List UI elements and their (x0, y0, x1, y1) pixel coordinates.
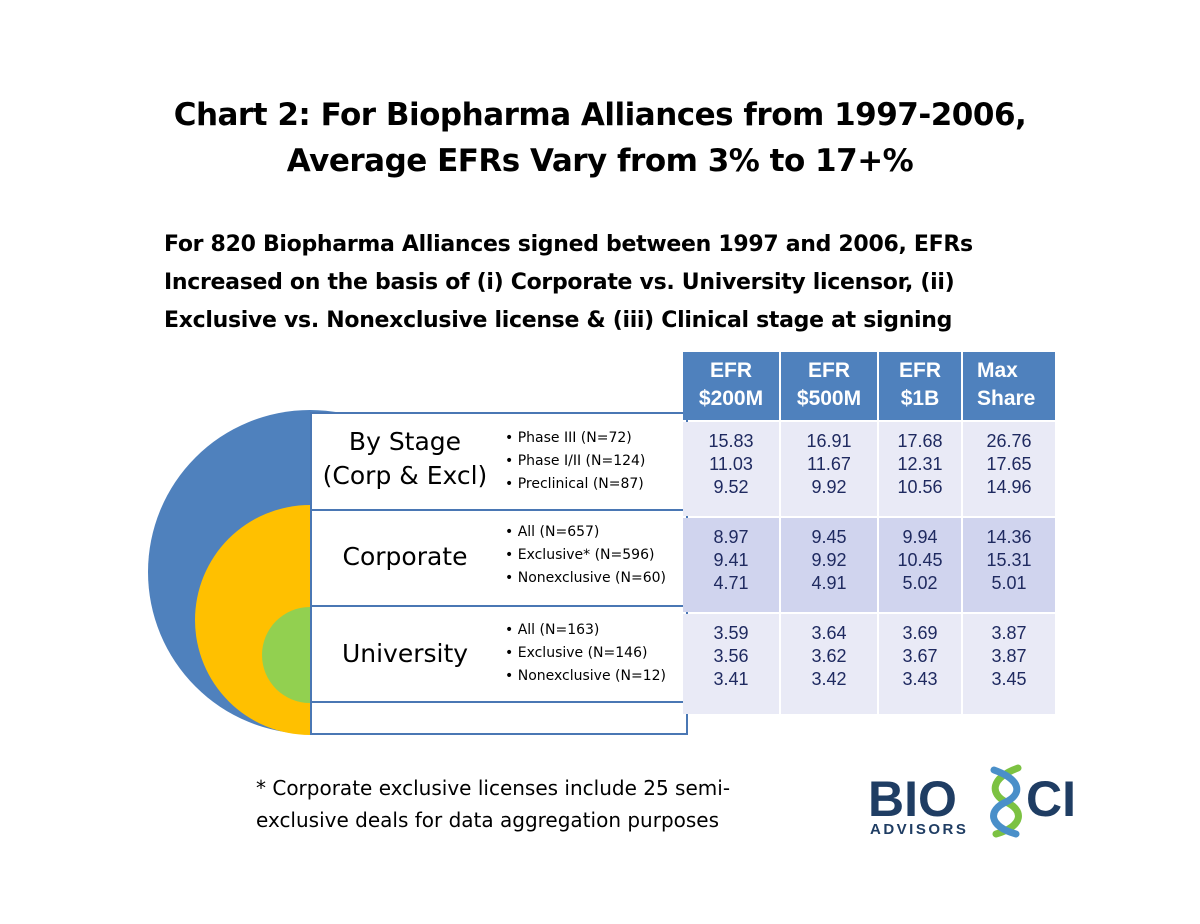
table-value: 11.67 (807, 454, 851, 474)
title-line-2: Average EFRs Vary from 3% to 17+% (286, 143, 914, 179)
table-value: 3.43 (902, 669, 938, 689)
column-header-line-1: EFR (808, 359, 850, 382)
table-value: 8.97 (713, 527, 749, 547)
group-label-stage-line-2: (Corp & Excl) (322, 461, 488, 490)
table-value: 10.45 (897, 550, 943, 570)
list-item: Nonexclusive (N=12) (505, 665, 666, 688)
column-header: Max Share (963, 352, 1055, 420)
table-value: 3.67 (902, 646, 938, 666)
logo-word-left: BIO (868, 771, 957, 827)
table-value: 12.31 (897, 454, 943, 474)
table-value: 5.01 (991, 573, 1027, 593)
table-value: 15.83 (708, 431, 754, 451)
column-header-line-1: EFR (899, 359, 941, 382)
group-box-empty (310, 701, 688, 735)
list-item: All (N=163) (505, 619, 666, 642)
list-item: Exclusive* (N=596) (505, 544, 666, 567)
chart-subtitle: For 820 Biopharma Alliances signed betwe… (164, 226, 1064, 340)
table-value: 17.65 (986, 454, 1032, 474)
table-cell: 9.94 10.45 5.02 (879, 518, 961, 612)
table-cell: 8.97 9.41 4.71 (683, 518, 779, 612)
table-value: 26.76 (986, 431, 1032, 451)
table-value: 3.59 (713, 623, 749, 643)
group-label-university: University (341, 639, 469, 668)
subtitle-line-2: Increased on the basis of (i) Corporate … (164, 270, 955, 295)
list-item: Nonexclusive (N=60) (505, 567, 666, 590)
bullet-list-stage: Phase III (N=72) Phase I/II (N=124) Prec… (505, 427, 646, 496)
table-value: 9.52 (713, 477, 749, 497)
table-value: 9.45 (811, 527, 847, 547)
table-value: 9.92 (811, 477, 847, 497)
column-header: EFR $200M (683, 352, 779, 420)
table-value: 4.91 (811, 573, 847, 593)
list-item: Phase III (N=72) (505, 427, 645, 450)
column-header: EFR $1B (879, 352, 961, 420)
table-value: 17.68 (897, 431, 943, 451)
table-value: 3.42 (811, 669, 847, 689)
dna-helix-icon (990, 764, 1022, 838)
column-header-line-1: Max (977, 359, 1018, 382)
table-value: 10.56 (897, 477, 943, 497)
table-cell: 3.59 3.56 3.41 (683, 614, 779, 714)
column-header: EFR $500M (781, 352, 877, 420)
table-value: 3.87 (991, 646, 1027, 666)
subtitle-line-1: For 820 Biopharma Alliances signed betwe… (164, 232, 973, 257)
column-header-line-1: EFR (710, 359, 752, 382)
table-value: 3.41 (713, 669, 749, 689)
column-header-line-2: $500M (796, 387, 862, 410)
list-item: All (N=657) (505, 521, 666, 544)
title-line-1: Chart 2: For Biopharma Alliances from 19… (173, 97, 1027, 133)
table-value: 9.94 (902, 527, 938, 547)
table-value: 3.87 (991, 623, 1027, 643)
chart-title: Chart 2: For Biopharma Alliances from 19… (0, 92, 1200, 184)
group-label-stage-line-1: By Stage (348, 427, 462, 456)
list-item: Preclinical (N=87) (505, 473, 645, 496)
column-header-line-2: Share (977, 387, 1036, 410)
table-value: 9.41 (713, 550, 749, 570)
table-cell: 16.91 11.67 9.92 (781, 422, 877, 516)
subtitle-line-3: Exclusive vs. Nonexclusive license & (ii… (164, 308, 953, 333)
column-header-line-2: $200M (698, 387, 764, 410)
table-value: 15.31 (986, 550, 1032, 570)
table-cell: 26.76 17.65 14.96 (963, 422, 1055, 516)
footnote: * Corporate exclusive licenses include 2… (256, 772, 816, 836)
table-cell: 3.64 3.62 3.42 (781, 614, 877, 714)
group-label-stage: By Stage (Corp & Excl) (310, 425, 500, 493)
column-header-line-2: $1B (900, 387, 940, 410)
footnote-line-1: * Corporate exclusive licenses include 2… (256, 776, 731, 800)
bullet-list-corporate: All (N=657) Exclusive* (N=596) Nonexclus… (505, 521, 666, 590)
table-value: 3.62 (811, 646, 847, 666)
table-value: 14.96 (986, 477, 1032, 497)
table-value: 16.91 (806, 431, 852, 451)
list-item: Exclusive (N=146) (505, 642, 666, 665)
table-value: 3.64 (811, 623, 847, 643)
table-cell: 9.45 9.92 4.91 (781, 518, 877, 612)
biosci-advisors-logo: BIO CI ADVISORS (868, 764, 1076, 838)
table-value: 9.92 (811, 550, 847, 570)
table-cell: 3.87 3.87 3.45 (963, 614, 1055, 714)
table-cell: 3.69 3.67 3.43 (879, 614, 961, 714)
table-cell: 14.36 15.31 5.01 (963, 518, 1055, 612)
table-value: 11.03 (709, 454, 753, 474)
list-item: Phase I/II (N=124) (505, 450, 646, 473)
table-value: 5.02 (902, 573, 938, 593)
table-value: 3.45 (991, 669, 1027, 689)
footnote-line-2: exclusive deals for data aggregation pur… (256, 808, 720, 832)
logo-tagline: ADVISORS (870, 821, 968, 838)
logo-word-right: CI (1026, 771, 1076, 827)
table-value: 3.69 (902, 623, 938, 643)
bullet-list-university: All (N=163) Exclusive (N=146) Nonexclusi… (505, 619, 666, 688)
table-cell: 17.68 12.31 10.56 (879, 422, 961, 516)
table-cell: 15.83 11.03 9.52 (683, 422, 779, 516)
table-value: 14.36 (986, 527, 1032, 547)
table-value: 4.71 (713, 573, 749, 593)
group-label-corporate: Corporate (342, 542, 468, 571)
table-value: 3.56 (713, 646, 749, 666)
